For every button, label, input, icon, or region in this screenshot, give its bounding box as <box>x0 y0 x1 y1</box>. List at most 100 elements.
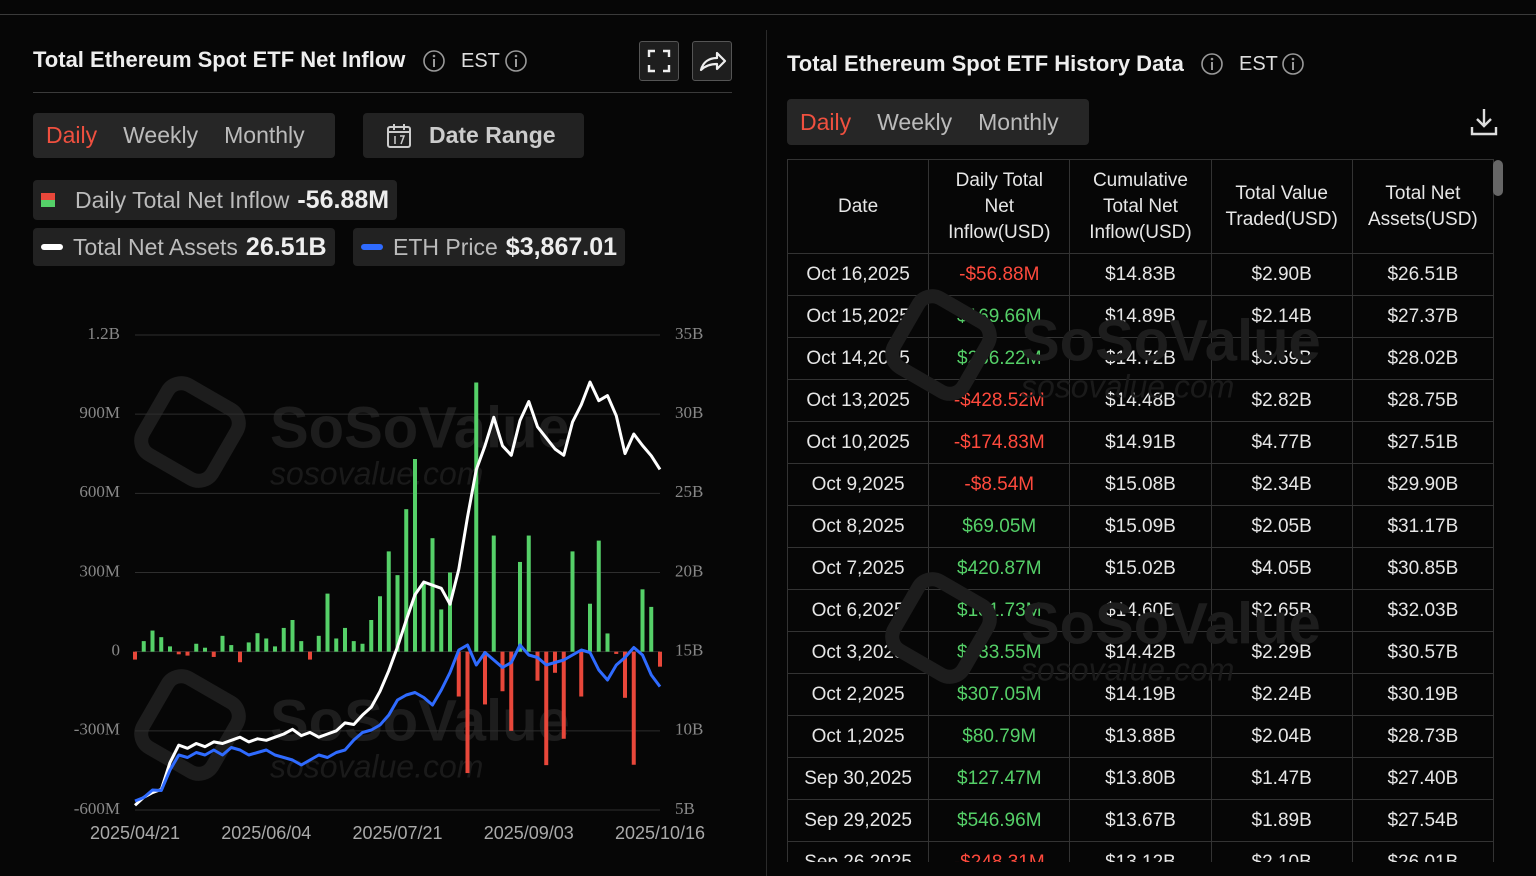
timezone: EST <box>461 50 500 72</box>
info-icon[interactable] <box>422 49 446 73</box>
watermark-logo <box>885 289 997 401</box>
legend-value: -56.88M <box>297 185 390 214</box>
table-cell: $13.88B <box>1069 715 1212 758</box>
bar <box>500 651 505 692</box>
bar <box>176 651 181 655</box>
legend-value: $3,867.01 <box>505 232 618 261</box>
scrollbar[interactable] <box>1493 160 1503 196</box>
table-row: Sep 29,2025 $546.96M $13.67B $1.89B $27.54B <box>787 799 1495 842</box>
bar <box>430 538 435 652</box>
bar <box>290 620 295 652</box>
info-icon[interactable] <box>504 49 528 73</box>
table-cell: $15.09B <box>1069 505 1212 548</box>
panel-divider <box>766 30 767 876</box>
watermark-url: sosovalue.com <box>270 455 483 491</box>
bar <box>526 535 531 652</box>
y2-tick-label: 35B <box>675 324 703 343</box>
bar <box>596 540 601 652</box>
table-row: Oct 2,2025 $307.05M $14.19B $2.24B $30.19B <box>787 673 1495 716</box>
y-tick-label: -600M <box>74 799 120 818</box>
bar <box>483 651 487 705</box>
bar <box>614 651 619 654</box>
y2-tick-label: 10B <box>675 720 703 739</box>
legend-item[interactable]: ETH Price $3,867.01 <box>353 228 626 266</box>
share-button[interactable] <box>692 41 732 81</box>
table-cell: $30.57B <box>1351 631 1495 674</box>
info-icon[interactable] <box>1200 52 1224 76</box>
table-cell: $26.51B <box>1351 253 1495 296</box>
info-icon[interactable] <box>1281 52 1305 76</box>
bar <box>535 651 540 681</box>
bar <box>351 641 356 652</box>
table-row: Oct 7,2025 $420.87M $15.02B $4.05B $30.85B <box>787 547 1495 590</box>
tab[interactable]: Weekly <box>123 122 199 148</box>
table-cell: $27.54B <box>1351 799 1495 842</box>
watermark: SoSoValue <box>1021 308 1321 373</box>
bar <box>386 551 391 652</box>
legend-item[interactable]: Daily Total Net Inflow -56.88M <box>33 180 398 220</box>
table-cell: $3.59B <box>1210 337 1353 380</box>
table-row: Oct 6,2025 $181.73M $14.60B $2.65B $32.03B <box>787 589 1495 632</box>
table-cell: Oct 13,2025 <box>787 379 930 422</box>
table-cell: $28.75B <box>1351 379 1495 422</box>
bar <box>588 603 592 652</box>
bar <box>404 509 409 652</box>
bar <box>640 589 645 652</box>
bar <box>439 609 444 652</box>
bar <box>448 572 452 652</box>
legend-item[interactable]: Total Net Assets 26.51B <box>33 228 335 266</box>
tab[interactable]: Daily <box>800 108 852 135</box>
download-button[interactable] <box>1468 106 1500 138</box>
bar <box>413 459 417 652</box>
table-cell: Sep 30,2025 <box>787 757 930 800</box>
x-tick-label: 2025/07/21 <box>352 823 442 843</box>
bar <box>623 651 627 698</box>
fullscreen-button[interactable] <box>639 41 679 81</box>
y2-tick-label: 25B <box>675 482 703 501</box>
bar <box>299 641 304 652</box>
timezone: EST <box>1239 53 1278 75</box>
tab[interactable]: Monthly <box>224 122 305 148</box>
bar <box>229 645 234 652</box>
table-cell: Oct 10,2025 <box>787 421 930 464</box>
bar <box>238 651 242 663</box>
bar <box>491 535 496 652</box>
legend-icon <box>41 244 63 250</box>
bar <box>369 620 374 652</box>
tab[interactable]: Weekly <box>877 108 953 135</box>
table-cell: $2.05B <box>1210 505 1353 548</box>
table-row: Sep 26,2025 -$248.31M $13.12B $2.10B $26.01B <box>787 841 1495 862</box>
date-range-button[interactable]: Date Range <box>363 113 584 158</box>
table-cell: $27.51B <box>1351 421 1495 464</box>
table-row: Oct 16,2025 -$56.88M $14.83B $2.90B $26.51B <box>787 253 1495 296</box>
line-series <box>133 380 662 807</box>
table-cell: $14.42B <box>1069 631 1212 674</box>
table-cell: $27.37B <box>1351 295 1495 338</box>
watermark-logo <box>134 669 246 781</box>
date-range-label: Date Range <box>429 122 556 148</box>
table-cell: $4.05B <box>1210 547 1353 590</box>
bar <box>281 627 286 652</box>
y2-tick-label: 30B <box>675 403 703 422</box>
bar <box>474 382 479 652</box>
table-cell: $14.89B <box>1069 295 1212 338</box>
legend-label: Total Net Assets <box>73 233 238 260</box>
table-cell: Oct 1,2025 <box>787 715 930 758</box>
table-cell: $15.02B <box>1069 547 1212 590</box>
table-row: Oct 10,2025 -$174.83M $14.91B $4.77B $27.51B <box>787 421 1495 464</box>
legend-icon <box>41 193 55 207</box>
table-cell: $2.34B <box>1210 463 1353 506</box>
bar <box>325 593 330 652</box>
bar <box>264 638 269 652</box>
legend-label: Daily Total Net Inflow <box>75 186 290 213</box>
bar <box>133 651 137 660</box>
history-table: Date Daily Total Net Inflow(USD) Cumulativ… <box>787 159 1495 862</box>
column-header: Date <box>787 159 930 254</box>
y-tick-label: 900M <box>79 403 120 422</box>
top-border <box>0 14 1536 15</box>
tab[interactable]: Daily <box>46 122 98 148</box>
tab[interactable]: Monthly <box>978 108 1059 135</box>
x-tick-label: 2025/09/03 <box>484 823 574 843</box>
bar <box>631 651 636 765</box>
